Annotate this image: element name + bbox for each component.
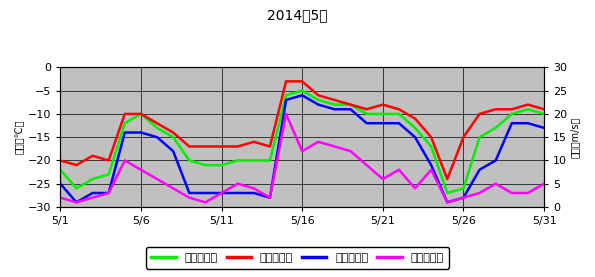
Legend: 日平均気温, 日最高気温, 日最低気温, 日平均風速: 日平均気温, 日最高気温, 日最低気温, 日平均風速: [146, 247, 449, 269]
Y-axis label: 風速（m/s）: 風速（m/s）: [570, 117, 580, 158]
Y-axis label: 気温（℃）: 気温（℃）: [15, 120, 25, 154]
Text: 2014年5月: 2014年5月: [267, 8, 328, 22]
